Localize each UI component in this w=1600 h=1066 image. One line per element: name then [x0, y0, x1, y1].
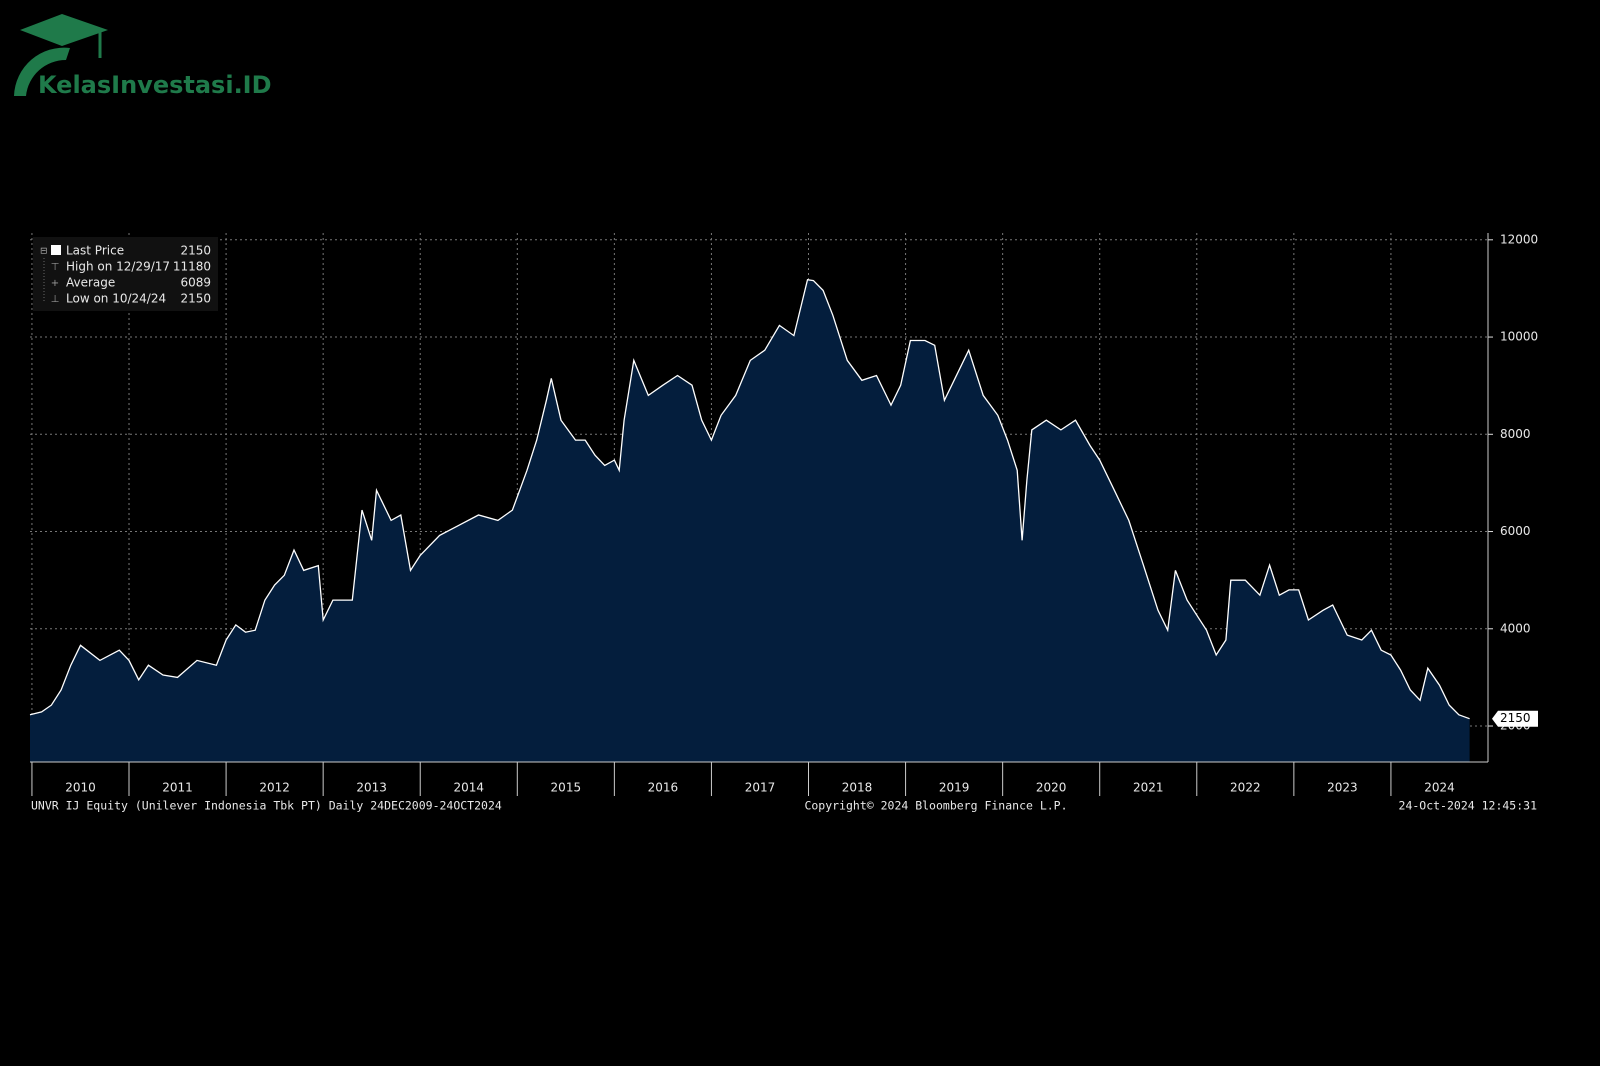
x-tick-label: 2014 — [453, 781, 484, 795]
marks — [29, 278, 1470, 762]
footer-center: Copyright© 2024 Bloomberg Finance L.P. — [804, 799, 1067, 813]
footer-right: 24-Oct-2024 12:45:31 — [1399, 799, 1538, 813]
legend-label: Average — [66, 276, 115, 290]
legend-icon: + — [51, 278, 59, 289]
legend-label: Last Price — [66, 244, 124, 258]
y-tick-label: 6000 — [1500, 524, 1531, 538]
x-tick-label: 2023 — [1327, 781, 1358, 795]
x-tick-label: 2024 — [1424, 781, 1455, 795]
legend-value: 2150 — [180, 292, 211, 306]
legend-label: High on 12/29/17 — [66, 260, 170, 274]
x-tick-label: 2011 — [162, 781, 193, 795]
area — [30, 279, 1470, 762]
last-price-label: 2150 — [1500, 711, 1531, 725]
x-tick-label: 2010 — [65, 781, 96, 795]
axes: 2000400060008000100001200020102011201220… — [30, 232, 1538, 796]
footer-left: UNVR IJ Equity (Unilever Indonesia Tbk P… — [31, 799, 502, 813]
x-tick-label: 2012 — [259, 781, 290, 795]
legend-collapse: ⊟ — [40, 247, 48, 257]
logo-cap — [20, 14, 108, 46]
x-tick-label: 2021 — [1133, 781, 1164, 795]
price-line — [29, 278, 1470, 720]
x-tick-label: 2020 — [1036, 781, 1067, 795]
x-tick-label: 2015 — [551, 781, 582, 795]
legend-icon: ⊤ — [51, 262, 60, 273]
legend: ⊟ Last Price 2150 ⊤ High on 12/29/17 11180 + A… — [33, 237, 218, 311]
x-tick-label: 2018 — [842, 781, 873, 795]
legend-icon: ⊥ — [51, 294, 60, 305]
y-tick-label: 4000 — [1500, 621, 1531, 635]
x-tick-label: 2019 — [939, 781, 970, 795]
y-tick-label: 10000 — [1500, 330, 1538, 344]
legend-swatch — [51, 245, 61, 255]
logo-arc — [14, 47, 70, 96]
logo: KelasInvestasi.ID — [14, 14, 272, 99]
x-tick-label: 2016 — [648, 781, 679, 795]
x-tick-label: 2017 — [745, 781, 776, 795]
legend-box — [33, 237, 218, 311]
x-tick-label: 2022 — [1230, 781, 1261, 795]
y-tick-label: 8000 — [1500, 427, 1531, 441]
legend-value: 2150 — [180, 244, 211, 258]
legend-value: 6089 — [180, 276, 211, 290]
logo-text: KelasInvestasi.ID — [38, 71, 272, 99]
legend-value: 11180 — [173, 260, 211, 274]
y-tick-label: 12000 — [1500, 232, 1538, 246]
x-tick-label: 2013 — [356, 781, 387, 795]
legend-label: Low on 10/24/24 — [66, 292, 166, 306]
last-price-tag — [1492, 710, 1538, 727]
